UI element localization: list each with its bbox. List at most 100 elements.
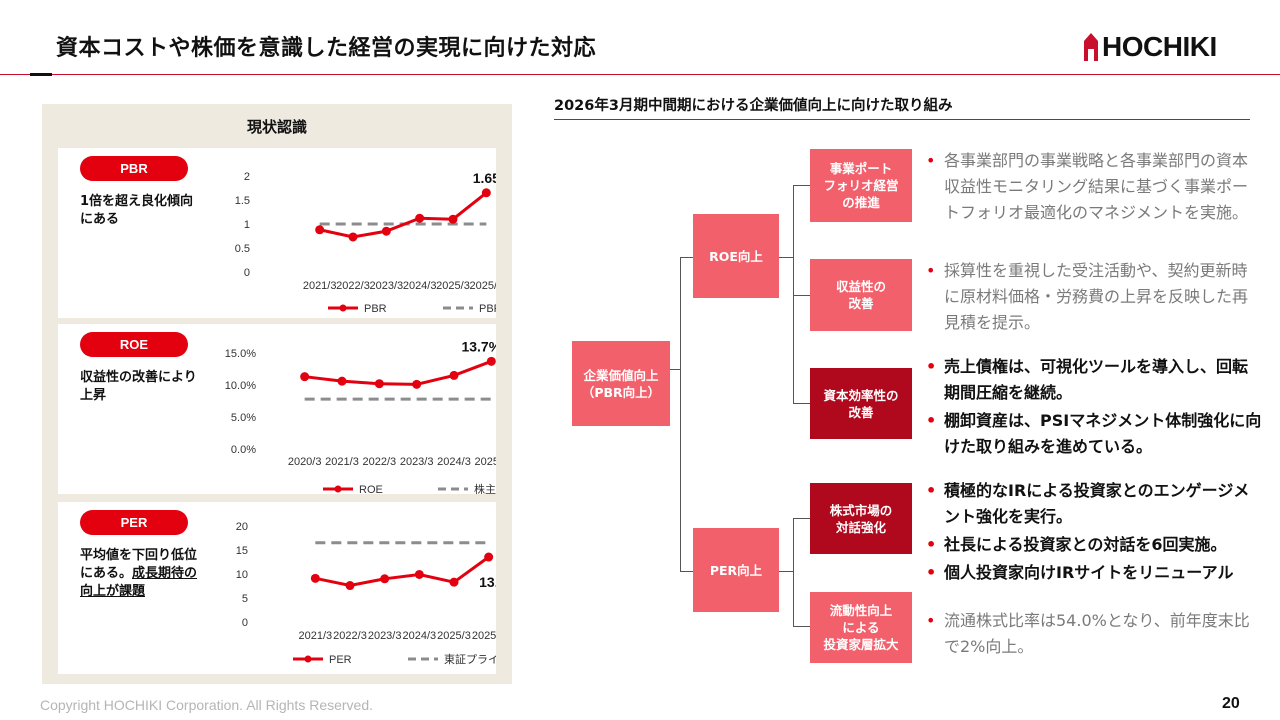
data-point — [412, 379, 422, 389]
bullet-item: • 棚卸資産は、PSIマネジメント体制強化に向けた取り組みを進めている。 — [926, 411, 1262, 456]
data-point — [415, 213, 425, 223]
per-badge: PER — [80, 510, 188, 535]
data-point — [449, 370, 459, 380]
y-tick-label: 0 — [244, 267, 250, 279]
x-tick-label: 2025/9 — [472, 630, 496, 642]
roe-card: 0.0% 5.0% 10.0% 15.0% 2020/3 2021/3 2022/3 2023… — [58, 324, 496, 494]
x-tick-label: 2020/3 — [288, 456, 322, 468]
data-point — [484, 552, 494, 562]
panel-title: 現状認識 — [246, 118, 307, 136]
legend-label: PER — [329, 654, 352, 666]
chart-legend: ROE 株主資本コスト — [323, 482, 496, 494]
y-tick-label: 15.0% — [225, 348, 256, 360]
data-point — [337, 376, 347, 386]
data-point — [310, 573, 320, 583]
x-tick-label: 2023/3 — [368, 630, 402, 642]
pbr-chart: 0 0.5 1 1.5 2 2021/3 2022/3 2023/3 2024/3 2025/3 2… — [235, 170, 496, 315]
capital-efficiency-box: 資本効率性の 改善 — [810, 368, 912, 439]
roe-chart: 0.0% 5.0% 10.0% 15.0% 2020/3 2021/3 2022/3 2023… — [225, 338, 496, 494]
data-label: 13.54 — [479, 574, 496, 590]
bullet-item: • 売上債権は、可視化ツールを導入し、回転期間圧縮を継続。 — [926, 357, 1249, 402]
x-tick-label: 2023/3 — [370, 280, 404, 292]
page-number: 20 — [1222, 695, 1240, 712]
chart-legend: PER 東証プライム市場平均 — [293, 652, 496, 666]
x-tick-label: 2022/3 — [363, 456, 397, 468]
page-title: 資本コストや株価を意識した経営の実現に向けた対応 — [56, 36, 597, 61]
bullet-item: • 採算性を重視した受注活動や、契約更新時に原材料価格・労務費の上昇を反映した再見… — [926, 261, 1249, 332]
header-divider — [0, 74, 1280, 75]
hochiki-logo: HOCHIKI — [1084, 31, 1217, 62]
data-label: 13.7% — [461, 338, 496, 354]
x-tick-label: 2021/3 — [299, 630, 333, 642]
y-tick-label: 5 — [242, 593, 248, 605]
bullet-item: • 積極的なIRによる投資家とのエンゲージメント強化を実行。 — [926, 481, 1250, 526]
y-tick-label: 1.5 — [235, 195, 250, 207]
portfolio-management-box: 事業ポート フォリオ経営 の推進 — [810, 149, 912, 222]
x-tick-label: 2024/3 — [437, 456, 471, 468]
data-point — [414, 569, 424, 579]
chart-legend: PBR PBR1倍水準 — [328, 301, 496, 315]
logo-mark-icon — [1084, 33, 1098, 61]
market-dialogue-box: 株式市場の 対話強化 — [810, 483, 912, 554]
initiatives-heading: 2026年3月期中間期における企業価値向上に向けた取り組み — [554, 98, 953, 114]
data-point — [374, 379, 384, 389]
header-divider-accent — [30, 73, 52, 76]
y-tick-label: 10 — [236, 569, 248, 581]
logo-text: HOCHIKI — [1102, 31, 1217, 62]
profitability-box: 収益性の 改善 — [810, 259, 912, 331]
roe-badge: ROE — [80, 332, 188, 357]
roe-improvement-box: ROE向上 — [693, 214, 779, 298]
pbr-badge: PBR — [80, 156, 188, 181]
per-card: 0 5 10 15 20 2021/3 2022/3 2023/3 2024/3 2025/3 20… — [58, 502, 496, 674]
x-tick-label: 2025/3 — [436, 280, 470, 292]
series-line-PER — [315, 555, 490, 588]
initiatives-divider — [554, 119, 1250, 120]
per-description: 平均値を下回り低位にある。成長期待の向上が課題 — [80, 547, 198, 601]
bullet-item: • 個人投資家向けIRサイトをリニューアル — [926, 563, 1234, 582]
x-tick-label: 2021/3 — [303, 280, 337, 292]
liquidity-box: 流動性向上 による 投資家層拡大 — [810, 592, 912, 663]
bullets-market-dialogue: • 積極的なIRによる投資家とのエンゲージメント強化を実行。 • 社長による投資家と… — [926, 478, 1262, 586]
data-label: 1.65 — [473, 170, 496, 186]
per-description-plain: 平均値を下回り低位にある。 — [80, 548, 198, 581]
series-line-ROE — [304, 359, 492, 386]
bullet-item: • 流通株式比率は54.0%となり、前年度末比で2%向上。 — [926, 611, 1250, 656]
per-description-underlined: 成長期待の向上が課題 — [80, 566, 198, 599]
roe-description: 収益性の改善により上昇 — [80, 370, 197, 403]
bullets-liquidity: • 流通株式比率は54.0%となり、前年度末比で2%向上。 — [926, 608, 1262, 660]
pbr-card: 0 0.5 1 1.5 2 2021/3 2022/3 2023/3 2024/3 2025/3 2… — [58, 148, 496, 318]
x-tick-label: 2025/3 — [437, 630, 471, 642]
bullet-item: • 社長による投資家との対話を6回実施。 — [926, 535, 1227, 554]
legend-label: ROE — [359, 484, 383, 494]
legend-label: 東証プライム市場平均 — [444, 652, 496, 666]
y-tick-label: 5.0% — [231, 412, 256, 424]
bullets-profitability: • 採算性を重視した受注活動や、契約更新時に原材料価格・労務費の上昇を反映した再見… — [926, 258, 1262, 336]
x-tick-label: 2023/3 — [400, 456, 434, 468]
series-line-PBR — [319, 191, 488, 239]
y-tick-label: 20 — [236, 521, 248, 533]
y-tick-label: 2 — [244, 171, 250, 183]
x-tick-label: 2024/3 — [403, 280, 437, 292]
bullets-portfolio: • 各事業部門の事業戦略と各事業部門の資本収益性モニタリング結果に基づく事業ポート… — [926, 148, 1262, 226]
data-point — [345, 581, 355, 591]
x-tick-label: 2021/3 — [325, 456, 359, 468]
data-point — [300, 372, 310, 382]
data-point — [315, 225, 325, 235]
pbr-description: 1倍を超え良化傾向にある — [80, 194, 194, 227]
y-tick-label: 10.0% — [225, 380, 256, 392]
x-tick-label: 2024/3 — [403, 630, 437, 642]
data-point — [448, 214, 458, 224]
per-chart: 0 5 10 15 20 2021/3 2022/3 2023/3 2024/3 2025/3 20… — [236, 521, 496, 666]
legend-marker — [334, 485, 342, 493]
y-tick-label: 15 — [236, 545, 248, 557]
x-tick-label: 2022/3 — [336, 280, 370, 292]
data-point — [449, 577, 459, 587]
y-tick-label: 1 — [244, 219, 250, 231]
y-tick-label: 0.0% — [231, 444, 256, 456]
corporate-value-box: 企業価値向上 （PBR向上） — [572, 341, 670, 426]
legend-label: PBR — [364, 303, 387, 315]
y-tick-label: 0 — [242, 617, 248, 629]
per-improvement-box: PER向上 — [693, 528, 779, 612]
legend-marker — [339, 304, 347, 312]
legend-marker — [304, 655, 312, 663]
